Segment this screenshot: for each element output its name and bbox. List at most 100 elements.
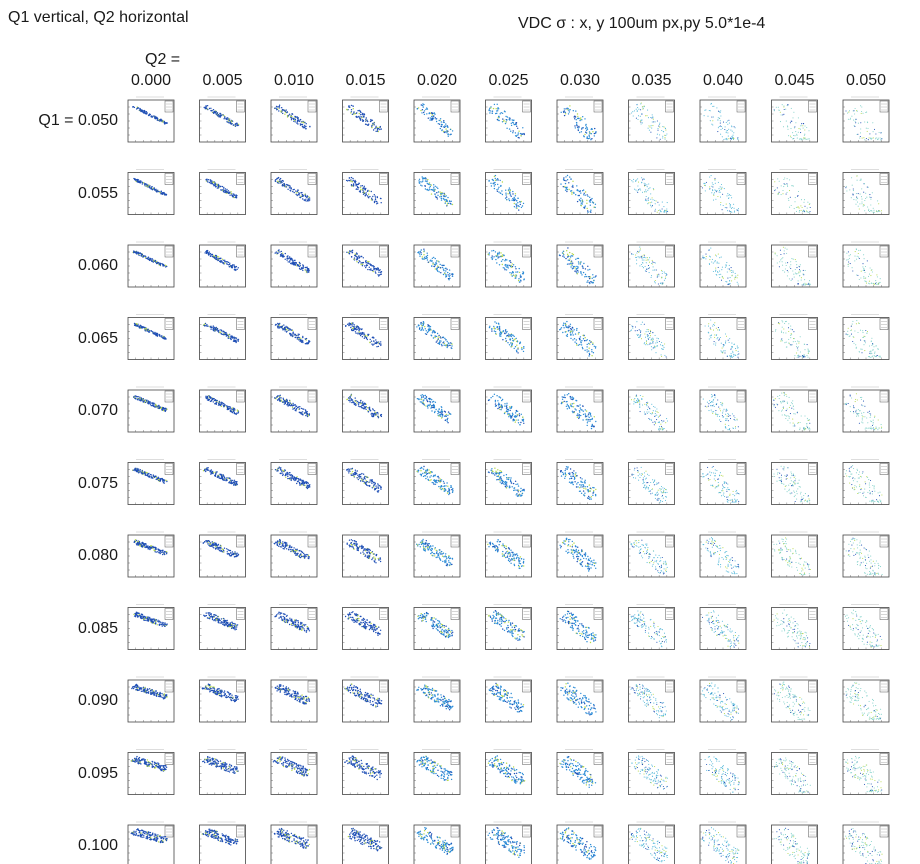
scatter-point <box>496 254 498 257</box>
scatter-point <box>661 282 663 284</box>
scatter-point <box>145 185 147 187</box>
scatter-point <box>858 257 860 260</box>
scatter-point <box>641 119 643 121</box>
scatter-point <box>211 326 213 329</box>
stats-box <box>593 318 603 330</box>
scatter-point <box>715 198 717 200</box>
scatter-point <box>583 192 585 194</box>
scatter-point <box>144 112 146 115</box>
scatter-point <box>281 110 283 112</box>
scatter-point <box>300 192 303 194</box>
scatter-point <box>517 127 519 129</box>
scatter-point <box>138 254 140 257</box>
scatter-point <box>719 276 721 279</box>
scatter-point <box>716 338 718 340</box>
scatter-point <box>647 338 650 340</box>
scatter-point <box>645 257 647 259</box>
scatter-point <box>588 200 591 202</box>
scatter-point <box>721 347 723 349</box>
scatter-point <box>376 202 379 204</box>
scatter-point <box>712 329 715 331</box>
scatter-point <box>570 178 572 180</box>
scatter-point <box>373 343 375 345</box>
scatter-point <box>506 127 508 129</box>
scatter-point <box>164 264 167 266</box>
scatter-point <box>641 259 643 261</box>
scatter-point <box>165 193 168 196</box>
scatter-point <box>290 116 292 119</box>
q1-label-9: 0.095 <box>77 764 118 782</box>
scatter-point <box>511 199 513 201</box>
scatter-point <box>512 334 514 337</box>
scatter-point <box>717 110 720 112</box>
scatter-point <box>304 124 306 127</box>
scatter-point <box>802 284 804 286</box>
scatter-point <box>782 321 784 323</box>
scatter-point <box>506 199 508 201</box>
scatter-point <box>793 208 795 210</box>
scatter-point <box>595 275 597 277</box>
q1-label-5: 0.075 <box>77 474 118 492</box>
scatter-point <box>298 192 301 194</box>
scatter-point <box>446 340 448 343</box>
panel-q1-0.050-q2-0.005 <box>199 96 246 143</box>
scatter-point <box>207 179 210 181</box>
scatter-point <box>714 182 716 184</box>
scatter-point <box>709 176 711 178</box>
scatter-point <box>136 108 138 110</box>
panel-q1-0.065-q2-0.015 <box>342 314 389 360</box>
scatter-point <box>430 193 433 195</box>
scatter-point <box>643 178 646 180</box>
scatter-point <box>148 258 151 261</box>
scatter-point <box>858 208 860 210</box>
scatter-point <box>309 340 311 343</box>
scatter-point <box>651 339 653 341</box>
scatter-point <box>506 259 508 261</box>
scatter-point <box>508 128 511 130</box>
scatter-point <box>857 252 859 255</box>
scatter-point <box>517 132 519 134</box>
scatter-point <box>854 125 856 127</box>
scatter-point <box>517 197 519 199</box>
scatter-point <box>434 117 436 119</box>
scatter-point <box>280 182 282 184</box>
scatter-point <box>802 283 805 285</box>
scatter-point <box>365 187 367 190</box>
scatter-point <box>161 263 164 265</box>
scatter-point <box>721 127 724 129</box>
scatter-point <box>515 268 517 270</box>
scatter-point <box>277 108 279 110</box>
scatter-point <box>492 249 495 252</box>
scatter-point <box>494 251 497 253</box>
scatter-point <box>438 271 440 273</box>
scatter-point <box>434 113 436 115</box>
scatter-point <box>139 325 141 328</box>
scatter-point <box>351 251 354 253</box>
scatter-point <box>421 327 423 330</box>
scatter-point <box>423 256 426 258</box>
scatter-point <box>783 328 785 330</box>
scatter-point <box>574 270 576 272</box>
scatter-point <box>433 265 435 268</box>
scatter-point <box>488 252 491 254</box>
scatter-point <box>349 250 351 252</box>
scatter-point <box>853 119 855 121</box>
q2-label-3: 0.015 <box>345 72 386 89</box>
scatter-point <box>518 278 520 280</box>
scatter-point <box>574 265 576 268</box>
scatter-point <box>359 110 361 113</box>
scatter-point <box>279 180 281 182</box>
q1-label-3: 0.065 <box>77 329 118 347</box>
stats-box <box>236 245 245 258</box>
scatter-point <box>514 123 516 126</box>
scatter-point <box>511 345 513 348</box>
scatter-point <box>204 106 206 109</box>
panel-q1-0.055-q2-0.030 <box>556 169 604 215</box>
scatter-point <box>502 118 504 120</box>
scatter-point <box>360 262 362 264</box>
scatter-point <box>515 207 517 209</box>
scatter-point <box>807 350 809 352</box>
scatter-point <box>374 197 377 199</box>
scatter-point <box>642 267 645 269</box>
scatter-point <box>804 137 806 139</box>
